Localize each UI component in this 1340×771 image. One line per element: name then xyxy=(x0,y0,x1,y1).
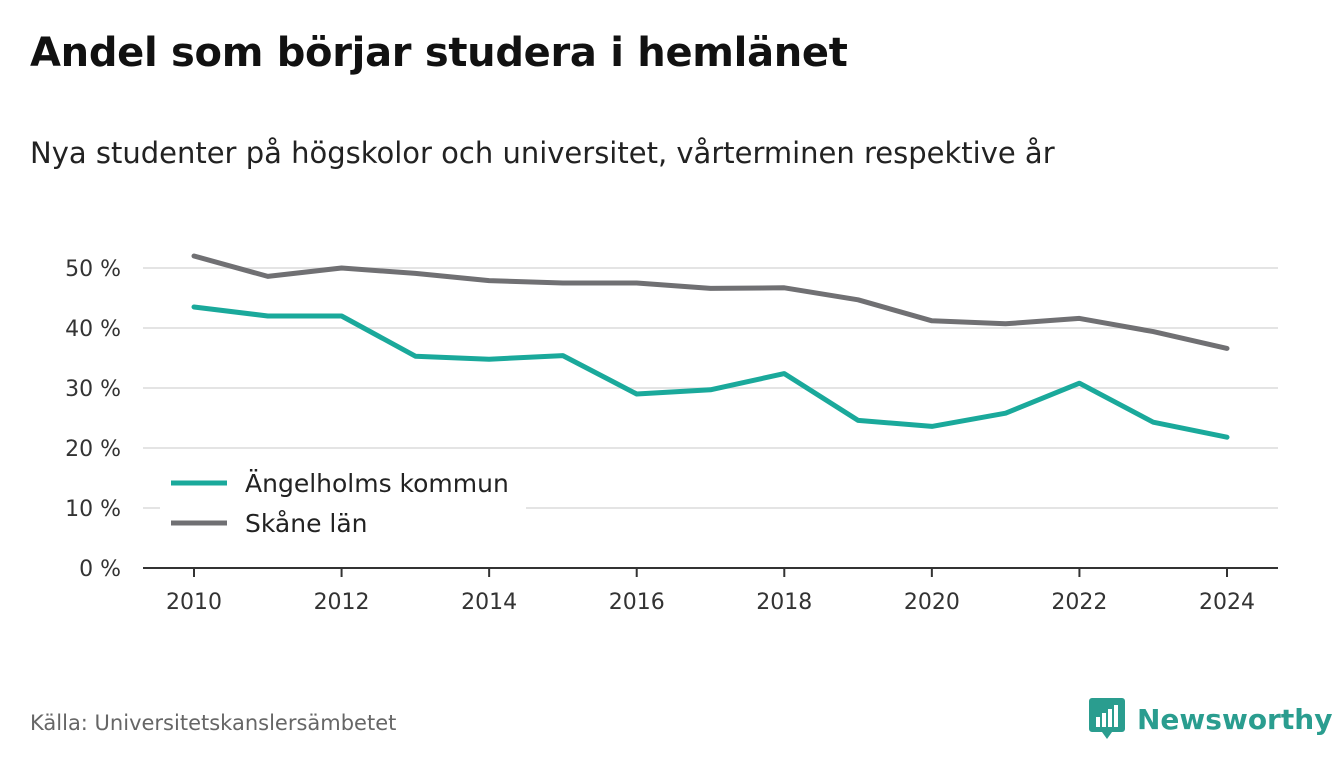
x-tick-label: 2012 xyxy=(314,590,370,615)
source-note: Källa: Universitetskanslersämbetet xyxy=(30,711,397,735)
brand-logo: Newsworthy xyxy=(1089,698,1332,740)
y-tick-label: 20 % xyxy=(65,437,121,462)
y-tick-label: 0 % xyxy=(79,557,121,582)
x-tick-label: 2018 xyxy=(756,590,812,615)
y-tick-label: 30 % xyxy=(65,377,121,402)
newsworthy-logo-icon xyxy=(1089,698,1125,739)
y-tick-label: 50 % xyxy=(65,257,121,282)
brand-name: Newsworthy xyxy=(1137,702,1333,736)
x-tick-label: 2010 xyxy=(166,590,222,615)
chart-subtitle: Nya studenter på högskolor och universit… xyxy=(30,136,1055,170)
series-lines xyxy=(191,253,1230,440)
legend: Ängelholms kommun Skåne län xyxy=(160,464,526,544)
legend-label: Ängelholms kommun xyxy=(245,469,509,498)
y-tick-label: 10 % xyxy=(65,497,121,522)
x-tick-label: 2014 xyxy=(461,590,517,615)
chart-title: Andel som börjar studera i hemlänet xyxy=(30,30,848,76)
series-line-0 xyxy=(191,304,1230,440)
y-axis-ticks: 0 % 10 % 20 % 30 % 40 % 50 % xyxy=(65,257,121,582)
series-line-1 xyxy=(191,253,1230,351)
x-axis: 2010 2012 2014 2016 2018 2020 2022 2024 xyxy=(143,567,1278,615)
x-tick-label: 2020 xyxy=(904,590,960,615)
y-tick-label: 40 % xyxy=(65,317,121,342)
x-tick-label: 2016 xyxy=(609,590,665,615)
legend-background xyxy=(160,464,526,544)
legend-label: Skåne län xyxy=(245,509,368,538)
x-tick-label: 2022 xyxy=(1051,590,1107,615)
x-tick-label: 2024 xyxy=(1199,590,1255,615)
